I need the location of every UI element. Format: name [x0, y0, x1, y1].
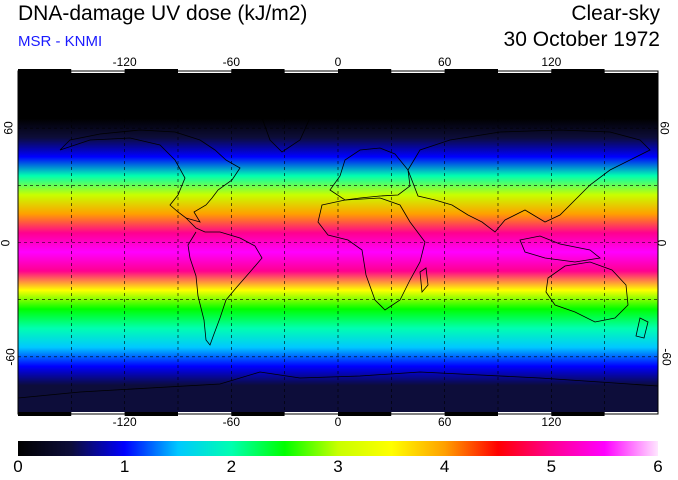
sky-condition-label: Clear-sky [571, 2, 660, 25]
longitude-tick-label: 60 [437, 415, 452, 429]
map-frame [17, 70, 659, 415]
coast-new-zealand [635, 317, 649, 339]
map-date: 30 October 1972 [503, 28, 660, 51]
colorbar-tick-label: 1 [119, 457, 130, 476]
colorbar [18, 441, 658, 456]
coast-greenland [261, 111, 311, 153]
latitude-tick-label: -60 [659, 348, 674, 366]
longitude-tick-label: -60 [222, 55, 240, 69]
colorbar-tick-label: 2 [226, 457, 237, 476]
coast-indonesia [519, 235, 601, 263]
colorbar-tick-label: 6 [653, 457, 663, 476]
latitude-tick-label: 0 [654, 239, 669, 246]
data-source-label: MSR - KNMI [18, 33, 103, 50]
coast-africa [317, 197, 426, 311]
longitude-tick-label: -60 [222, 415, 240, 429]
longitude-tick-label: 120 [541, 415, 562, 429]
longitude-tick-label: 0 [334, 55, 342, 69]
coast-north-america [59, 129, 241, 223]
graticule [18, 71, 658, 414]
coast-australia [545, 261, 629, 323]
colorbar-tick-label: 4 [439, 457, 450, 476]
coastlines [18, 111, 658, 399]
longitude-tick-label: -120 [112, 55, 137, 69]
uv-dose-map [17, 69, 659, 416]
colorbar-ramp [18, 441, 658, 456]
longitude-tick-label: 0 [334, 415, 342, 429]
coast-antarctica [18, 371, 658, 399]
longitude-tick-label: 60 [437, 55, 452, 69]
coast-south-america [185, 217, 263, 346]
latitude-tick-label: 60 [1, 121, 16, 135]
colorbar-tick-label: 5 [546, 457, 557, 476]
latitude-tick-label: -60 [3, 348, 18, 366]
map-title: DNA-damage UV dose (kJ/m2) [18, 2, 308, 25]
latitude-tick-label: 0 [0, 239, 12, 246]
colorbar-tick-label: 3 [333, 457, 343, 476]
colorbar-tick-label: 0 [13, 457, 23, 476]
longitude-tick-label: 120 [541, 55, 562, 69]
coast-madagascar [419, 267, 429, 293]
coast-asia [407, 129, 651, 233]
longitude-tick-label: -120 [112, 415, 137, 429]
latitude-tick-label: 60 [657, 121, 672, 135]
